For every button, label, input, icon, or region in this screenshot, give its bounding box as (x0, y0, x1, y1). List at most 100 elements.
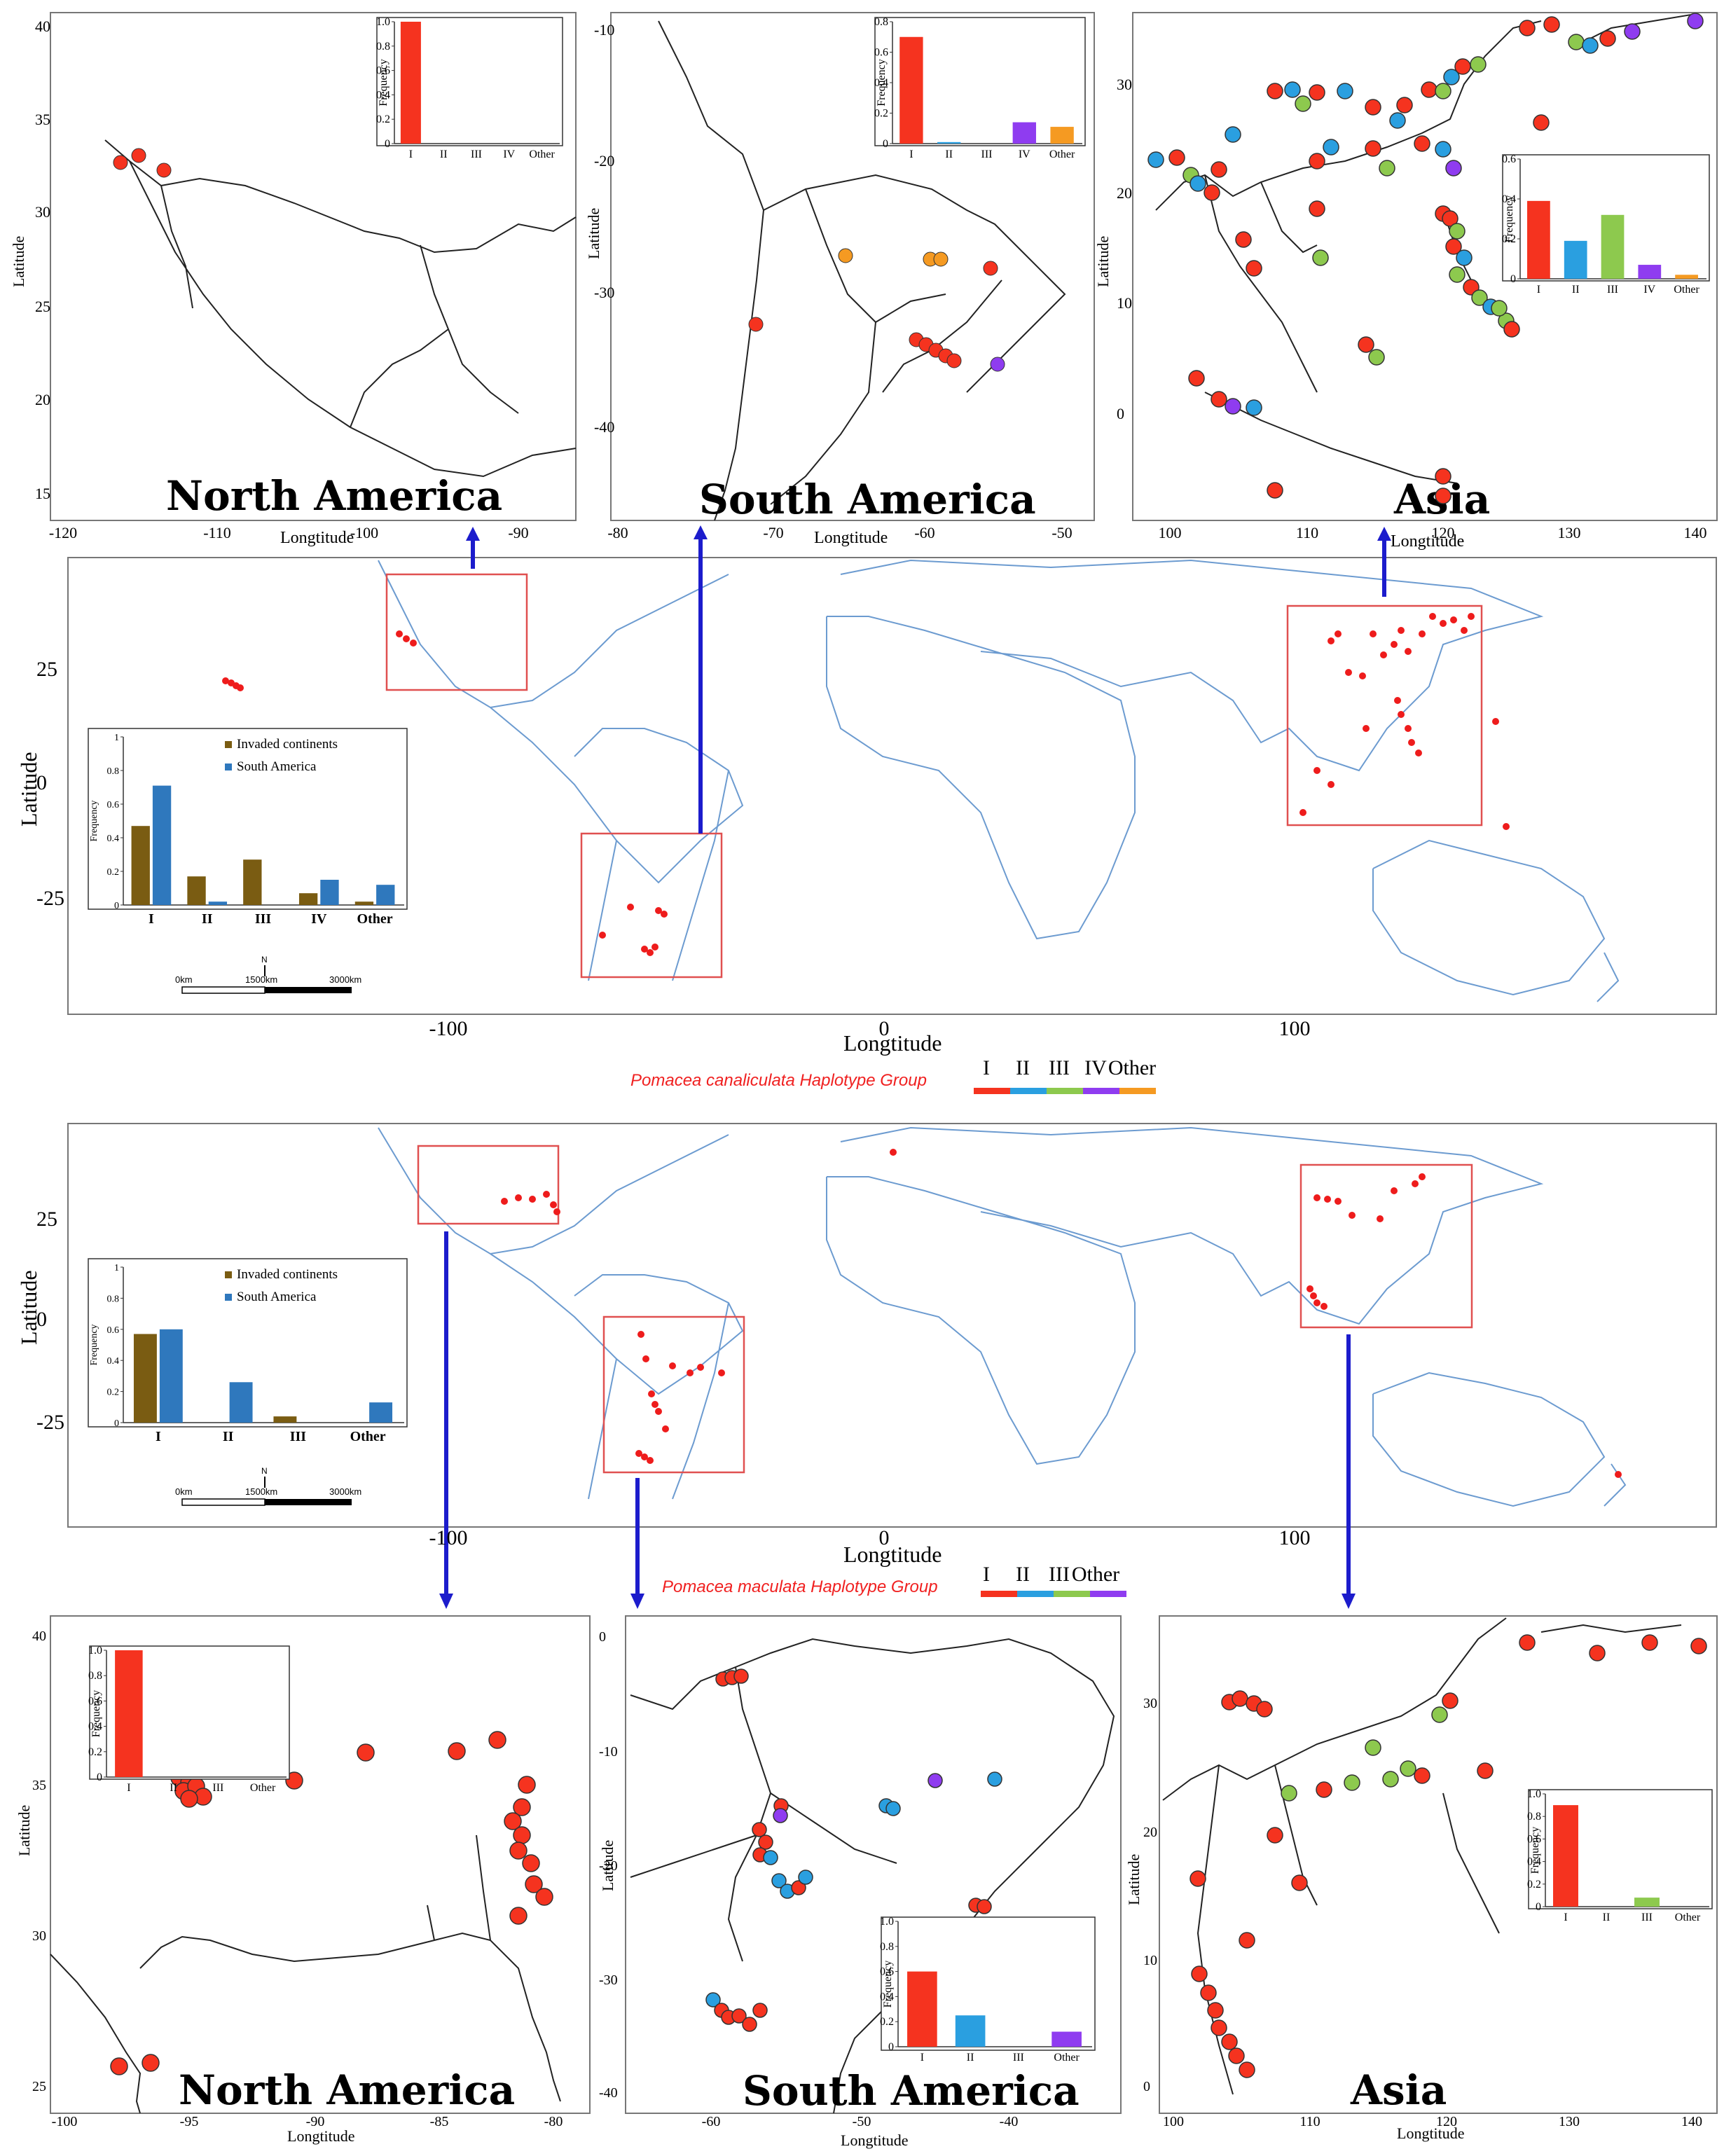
sample-dot (641, 1453, 648, 1460)
sample-dot (1328, 637, 1335, 644)
can-na-coastline (104, 139, 577, 478)
sample-marker (180, 1790, 198, 1808)
inset-y-tick-label: 0.8 (107, 1294, 120, 1304)
inset-x-tick-label: Other (357, 911, 393, 927)
sample-marker (1443, 69, 1460, 85)
inset-y-tick-label: 0.4 (1502, 193, 1516, 205)
x-tick-label: 110 (1296, 524, 1318, 541)
sample-marker (927, 1773, 943, 1788)
inset-bar (899, 36, 923, 144)
sample-dot (637, 1331, 644, 1338)
can-legend-items: I II III IV Other (974, 1056, 1156, 1094)
sample-dot (1398, 627, 1405, 634)
inset-bar (243, 859, 262, 905)
sample-marker (1442, 1692, 1458, 1709)
inset-ylabel: Frequency (876, 59, 888, 106)
inset-bar (1012, 122, 1036, 144)
sample-marker (1225, 126, 1241, 143)
x-tick-label: -60 (914, 524, 935, 541)
sample-marker (1687, 13, 1704, 29)
can-world-xlabel: Longtitude (843, 1030, 942, 1056)
inset-y-tick-label: 1 (114, 1263, 119, 1273)
scalebar-label-0: 0km (175, 974, 193, 985)
inset-x-tick-label: Other (250, 1782, 276, 1794)
scalebar-label-1500: 1500km (245, 974, 277, 985)
legend-swatch (1010, 1088, 1047, 1094)
can-na-yticks: 40 35 30 25 20 15 (35, 18, 50, 502)
sample-marker (1207, 2002, 1224, 2019)
inset-bar (229, 1382, 253, 1423)
sample-marker (1589, 1645, 1606, 1661)
y-tick-label: 25 (36, 658, 57, 681)
arrowhead (630, 1594, 644, 1609)
sample-marker (1396, 97, 1413, 113)
legend-swatch (1090, 1591, 1126, 1597)
sample-dot (222, 677, 229, 684)
y-tick-label: 10 (1143, 1953, 1157, 1968)
inset-x-tick-label: III (212, 1782, 223, 1794)
mac-world-sample-dots (501, 1149, 1622, 1478)
sample-marker (1221, 2033, 1238, 2050)
can-world-scalebar: 0km 1500km 3000km N (175, 955, 361, 994)
y-tick-label: 30 (32, 1928, 46, 1944)
y-tick-label: 25 (32, 2079, 46, 2094)
x-tick-label: 140 (1681, 2114, 1702, 2129)
sample-marker (110, 2057, 128, 2075)
sample-dot (1419, 630, 1426, 637)
inset-x-tick-label: IV (311, 911, 327, 927)
x-tick-label: -50 (853, 2114, 871, 2129)
mac-sa-xlabel: Longtitude (841, 2131, 909, 2149)
inset-x-tick-label: II (170, 1782, 177, 1794)
sample-marker (1690, 1638, 1707, 1654)
inset-bar (273, 1416, 297, 1423)
north-arrow-label: N (261, 1466, 268, 1476)
inset-bar (1675, 275, 1698, 279)
y-tick-label: 20 (1117, 184, 1132, 202)
inset-y-tick-label: 0 (888, 2041, 894, 2053)
sample-marker (1147, 151, 1164, 168)
inset-y-tick-label: 0.6 (376, 65, 390, 77)
x-tick-label: -40 (1000, 2114, 1019, 2129)
inset-y-tick-label: 0.6 (107, 1325, 120, 1336)
sample-marker (1435, 141, 1451, 158)
y-tick-label: 0 (599, 1629, 606, 1645)
sample-dot (1377, 1215, 1384, 1222)
x-tick-label: 0 (879, 1526, 890, 1549)
inset-x-tick-label: I (1537, 284, 1540, 296)
sample-marker (1191, 1965, 1208, 1982)
sample-marker (1456, 249, 1473, 266)
sample-dot (1450, 616, 1457, 623)
x-tick-label: 130 (1558, 524, 1581, 541)
y-tick-label: 35 (32, 1778, 46, 1793)
inset-bar (1601, 214, 1625, 279)
inset-x-tick-label: II (967, 2052, 974, 2064)
sample-marker (758, 1834, 773, 1850)
sample-marker (1519, 1634, 1536, 1651)
can-legend-title: Pomacea canaliculata Haplotype Group (630, 1071, 927, 1090)
sample-marker (1309, 153, 1325, 170)
sample-marker (977, 1899, 992, 1914)
inset-legend-swatch (225, 1294, 232, 1301)
can-world-arrows (466, 525, 1391, 834)
inset-y-tick-label: 0 (883, 138, 888, 150)
sample-dot (651, 944, 658, 951)
x-tick-label: -70 (763, 524, 783, 541)
sample-dot (1306, 1285, 1313, 1292)
sample-dot (1408, 739, 1415, 746)
sample-marker (1491, 300, 1508, 317)
sample-marker (731, 2008, 747, 2024)
sample-dot (599, 932, 606, 939)
inset-x-tick-label: II (440, 148, 448, 160)
sample-marker (1445, 238, 1462, 255)
x-tick-label: 100 (1163, 2114, 1184, 2129)
mac-na-ylabel: Latitude (15, 1805, 33, 1856)
legend-swatch (1047, 1088, 1083, 1094)
arrowhead (466, 527, 480, 541)
can-asia-ylabel: Latitude (1094, 236, 1112, 287)
sample-dot (1299, 809, 1306, 816)
can-sa-yticks: -10 -20 -30 -40 (594, 21, 614, 436)
mac-world-xticks: -100 0 100 (429, 1526, 1311, 1549)
mac-world-asia-frame (1299, 1163, 1473, 1329)
inset-bar (159, 1329, 183, 1423)
